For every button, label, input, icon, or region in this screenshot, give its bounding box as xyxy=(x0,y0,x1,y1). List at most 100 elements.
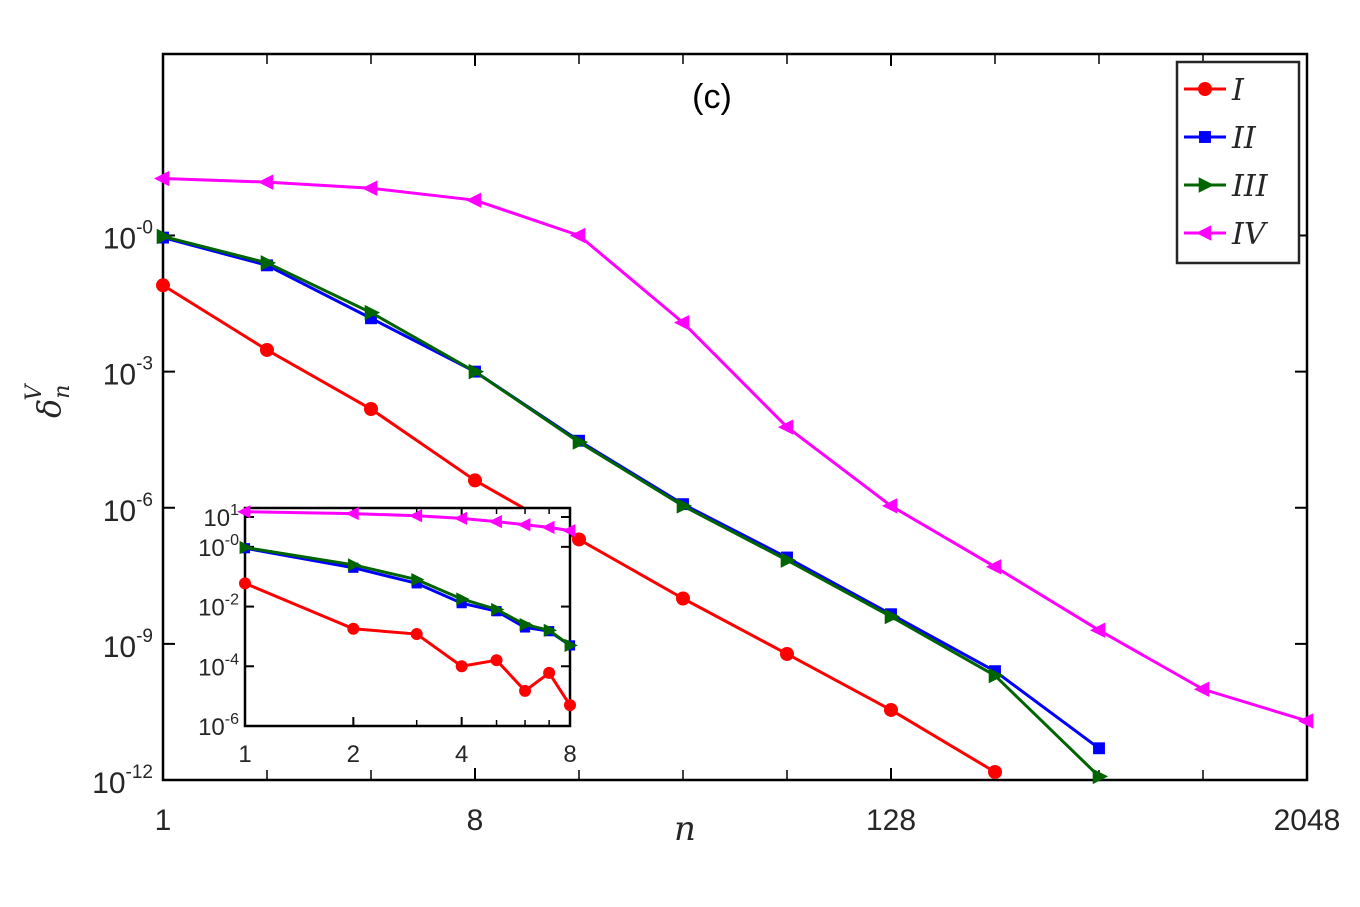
y-tick-base: 10 xyxy=(198,714,225,741)
data-point xyxy=(1193,681,1210,697)
data-point xyxy=(572,532,586,547)
x-tick-label: 8 xyxy=(563,741,576,768)
data-point xyxy=(881,498,898,514)
main-series xyxy=(153,170,1314,785)
data-point xyxy=(543,666,556,679)
data-point xyxy=(156,228,173,245)
y-tick-label: 10-4 xyxy=(198,651,239,681)
legend-marker xyxy=(1199,131,1211,143)
data-point xyxy=(562,524,576,538)
y-tick-base: 10 xyxy=(198,654,225,681)
legend-item-iii: III xyxy=(1184,169,1269,204)
y-tick-label: 10-2 xyxy=(198,592,239,622)
data-point xyxy=(260,255,277,271)
inset-plot-frame xyxy=(243,506,572,728)
data-point xyxy=(1093,742,1105,755)
data-point xyxy=(364,304,381,321)
x-tick-label: 1 xyxy=(238,741,251,768)
legend-marker xyxy=(1198,82,1212,96)
data-point xyxy=(884,608,901,625)
data-point xyxy=(564,638,578,653)
data-point xyxy=(1092,768,1109,785)
data-point xyxy=(988,667,1005,684)
y-axis-label-main: δ xyxy=(30,399,68,418)
data-point xyxy=(364,402,378,417)
y-tick-exponent: -6 xyxy=(225,711,239,728)
data-point xyxy=(456,592,470,606)
y-tick-exponent: -2 xyxy=(225,592,239,609)
series-i xyxy=(239,577,576,712)
data-point xyxy=(410,628,423,641)
y-tick-label: 10-9 xyxy=(103,626,153,664)
x-tick-label: 2048 xyxy=(1274,804,1341,837)
x-tick-label: 2 xyxy=(347,741,360,768)
data-point xyxy=(257,174,274,190)
inset-series xyxy=(237,505,578,712)
data-point xyxy=(1297,713,1314,729)
data-point xyxy=(985,559,1002,575)
series-line xyxy=(162,177,1308,723)
data-point xyxy=(156,278,170,293)
series-iii xyxy=(156,228,1109,785)
data-point xyxy=(408,509,423,523)
data-point xyxy=(239,577,251,590)
data-point xyxy=(365,312,377,325)
y-tick-label: 10-6 xyxy=(198,711,239,741)
data-point xyxy=(411,572,425,587)
data-point xyxy=(345,506,359,521)
data-point xyxy=(676,498,693,514)
data-point xyxy=(465,192,482,208)
data-point xyxy=(569,227,586,244)
legend-box xyxy=(1175,60,1301,265)
y-tick-base: 10 xyxy=(203,505,230,532)
data-point xyxy=(347,622,360,635)
legend-label: III xyxy=(1231,169,1269,204)
y-tick-exponent: -0 xyxy=(225,532,239,549)
y-tick-label: 10-0 xyxy=(103,218,153,256)
x-tick-label: 4 xyxy=(455,741,468,768)
data-point xyxy=(260,342,274,357)
series-iv xyxy=(237,505,576,538)
series-iv xyxy=(153,170,1314,729)
y-tick-exponent: -9 xyxy=(136,626,153,647)
y-tick-base: 10 xyxy=(198,535,225,562)
legend-marker xyxy=(1198,177,1215,193)
legend-item-ii: II xyxy=(1184,121,1257,156)
y-tick-base: 10 xyxy=(103,359,136,392)
y-tick-exponent: 1 xyxy=(230,502,239,519)
y-tick-label: 101 xyxy=(203,502,239,532)
y-tick-label: 10-6 xyxy=(103,490,153,528)
data-point xyxy=(239,540,253,555)
data-point xyxy=(884,702,898,717)
series-i xyxy=(156,278,1002,780)
data-point xyxy=(988,765,1002,780)
y-tick-base: 10 xyxy=(92,767,125,800)
y-tick-exponent: -6 xyxy=(136,490,153,511)
data-point xyxy=(468,473,482,488)
legend-label: IV xyxy=(1231,217,1269,252)
data-point xyxy=(491,602,505,617)
data-point xyxy=(517,518,531,532)
data-point xyxy=(347,558,362,572)
series-line xyxy=(162,235,1101,778)
y-tick-base: 10 xyxy=(103,631,136,664)
legend-label: I xyxy=(1231,73,1245,108)
y-tick-exponent: -0 xyxy=(136,218,153,239)
data-point xyxy=(541,520,555,534)
data-point xyxy=(543,623,557,637)
x-tick-label: 1 xyxy=(155,804,172,837)
data-point xyxy=(780,552,797,568)
legend-item-iv: IV xyxy=(1184,217,1269,252)
y-axis-label-sub: n xyxy=(50,385,75,399)
data-point xyxy=(488,515,502,529)
data-point xyxy=(453,511,468,525)
y-tick-exponent: -4 xyxy=(225,651,239,668)
y-tick-base: 10 xyxy=(103,495,136,528)
y-axis-label-sup: V xyxy=(22,383,47,401)
x-tick-label: 8 xyxy=(467,804,484,837)
legend-item-i: I xyxy=(1184,73,1245,108)
